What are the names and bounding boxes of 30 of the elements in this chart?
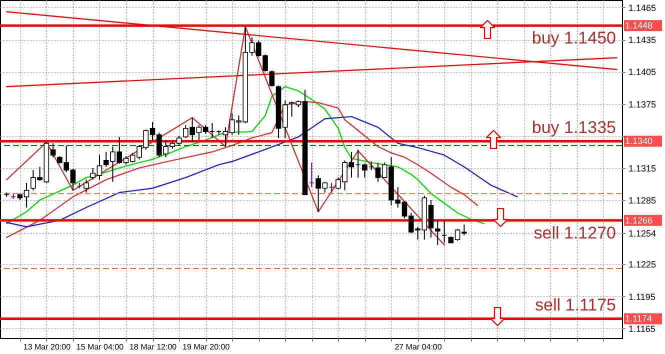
x-tick-label: 18 Mar 12:00 bbox=[129, 342, 178, 352]
candlestick bbox=[434, 220, 440, 246]
y-tick-label: 1.1254 bbox=[628, 228, 656, 239]
ref-line-label: 1.1266 bbox=[625, 215, 653, 226]
ref-line-label: 1.1174 bbox=[625, 314, 652, 324]
y-tick-label: 1.1405 bbox=[628, 67, 656, 78]
line-series bbox=[6, 101, 478, 238]
y-tick-label: 1.1375 bbox=[628, 99, 656, 110]
x-tick-label: 13 Mar 20:00 bbox=[23, 342, 72, 352]
ref-line-label: 1.1340 bbox=[625, 136, 653, 146]
y-tick-label: 1.1165 bbox=[628, 324, 656, 334]
y-tick-label: 1.1465 bbox=[628, 2, 656, 13]
line-series bbox=[6, 26, 445, 246]
candlestick bbox=[84, 179, 89, 194]
ref-line-label: 1.1448 bbox=[625, 20, 653, 31]
y-tick-label: 1.1285 bbox=[628, 196, 656, 206]
line-series bbox=[6, 116, 518, 228]
annotation: buy 1.1335 bbox=[532, 118, 616, 138]
x-tick-label: 27 Mar 04:00 bbox=[394, 342, 442, 352]
candlestick bbox=[269, 70, 275, 88]
annotation: sell 1.1175 bbox=[535, 296, 616, 315]
y-tick-label: 1.1195 bbox=[628, 292, 656, 302]
x-tick-label: 19 Mar 20:00 bbox=[182, 342, 230, 352]
x-tick-label: 15 Mar 04:00 bbox=[76, 342, 124, 352]
y-tick-label: 1.1315 bbox=[628, 163, 656, 174]
annotation: sell 1.1270 bbox=[534, 223, 616, 242]
y-tick-label: 1.1435 bbox=[628, 35, 656, 46]
line-series bbox=[6, 86, 485, 224]
y-tick-label: 1.1225 bbox=[628, 260, 656, 270]
annotation: buy 1.1450 bbox=[532, 28, 616, 48]
